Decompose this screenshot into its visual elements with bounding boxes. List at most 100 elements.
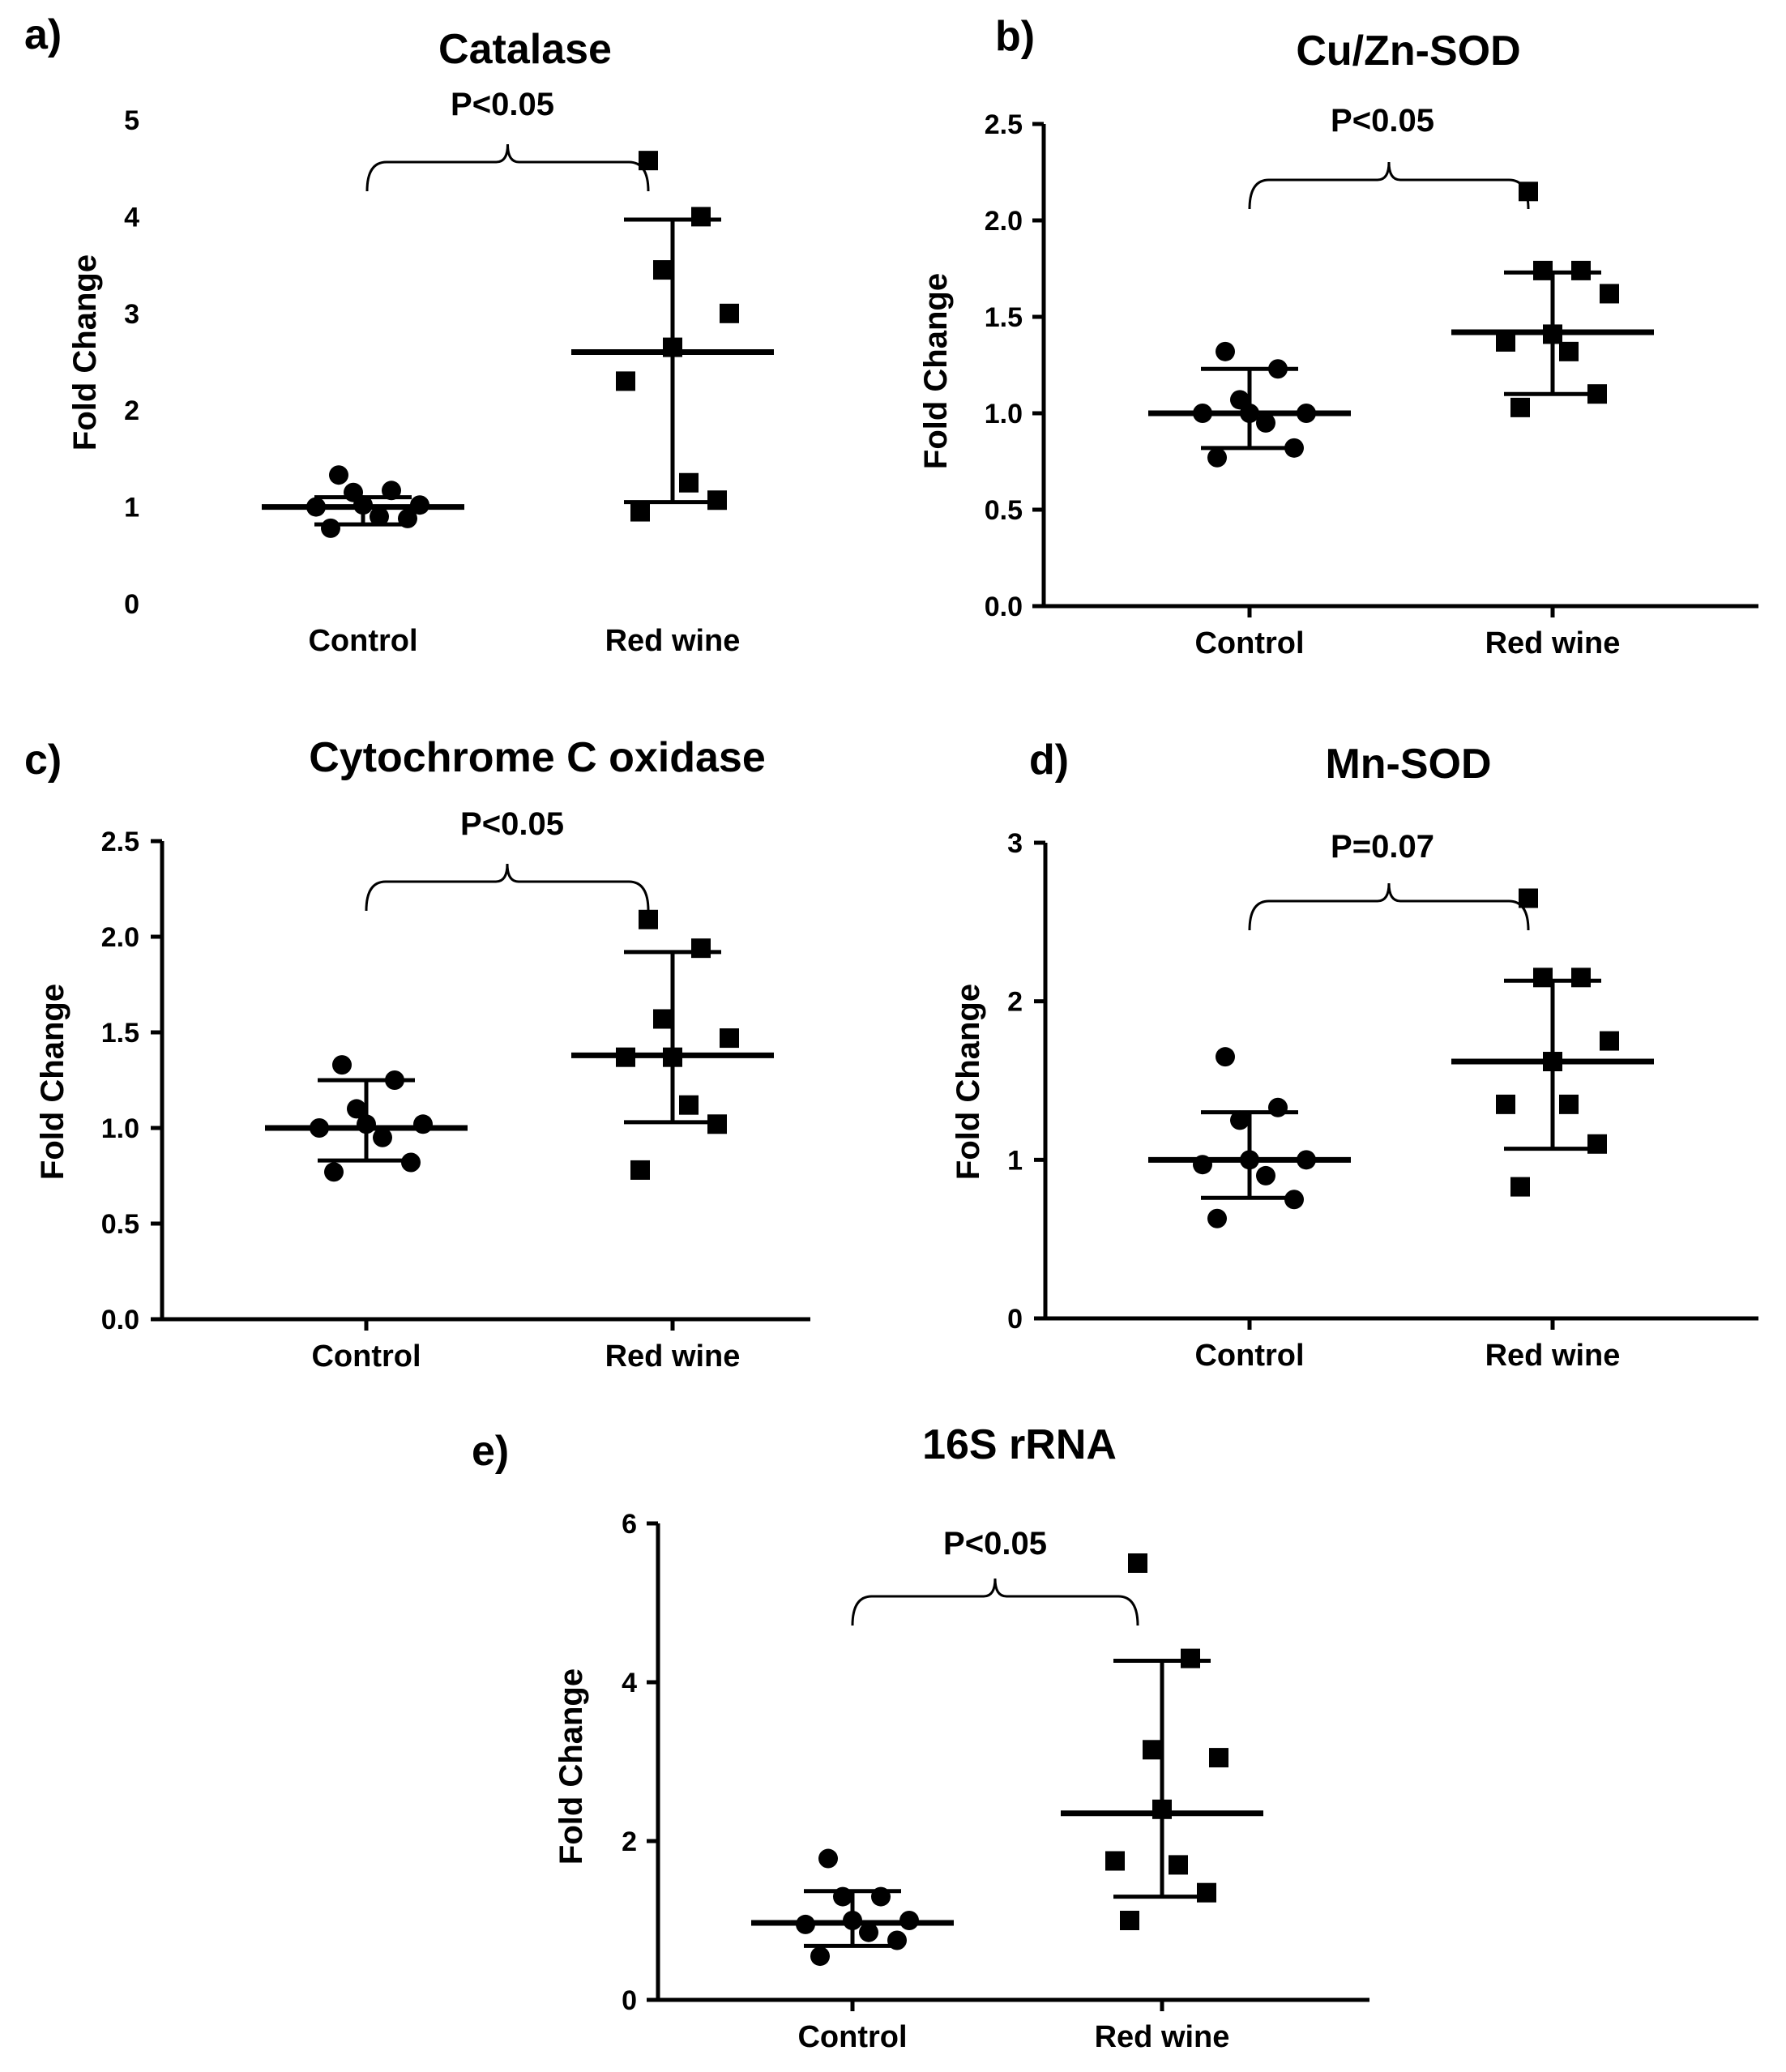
panel-d-label: d) [1029,737,1069,784]
panel-a-p-value: P<0.05 [451,87,554,122]
panel-b-control-point [1207,447,1227,468]
panel-d-red-wine-point [1600,1031,1619,1051]
panel-a-y-tick-label: 5 [124,105,139,136]
panel-e-y-tick-label: 6 [622,1509,637,1540]
panel-e-p-value: P<0.05 [943,1526,1047,1561]
panel-a-y-tick-label: 3 [124,299,139,330]
panel-c-x-tick-label: Red wine [605,1339,741,1374]
panel-e-red-wine-point [1105,1851,1125,1871]
panel-c-red-wine-point [653,1009,673,1029]
panel-a-y-tick-label: 0 [124,589,139,620]
panel-d-control-point [1240,1150,1259,1170]
panel-c-p-value: P<0.05 [460,806,564,842]
panel-c-control-point [332,1055,352,1075]
panel-a-red-wine-point [639,151,658,171]
panel-e-control-point [871,1886,891,1907]
panel-b-red-wine-point [1533,260,1553,280]
panel-d-y-tick-label: 3 [1007,828,1023,859]
panel-b-y-tick-label: 0.5 [985,495,1023,526]
panel-d-control-point [1230,1110,1250,1130]
panel-e-x-tick-label: Red wine [1095,2020,1230,2054]
panel-b-red-wine-point [1519,182,1538,202]
panel-c-red-wine-point [707,1114,727,1134]
panel-b-control-point [1268,359,1288,379]
panel-c-label: c) [24,737,62,784]
panel-d-control-point [1297,1150,1316,1170]
panel-a-control-point [321,518,340,538]
panel-b-control-point [1240,404,1259,423]
panel-b-control-point [1216,341,1235,361]
panel-c-red-wine-point [630,1160,650,1180]
panel-e-red-wine-point [1209,1748,1228,1768]
panel-e-control-point [796,1914,815,1934]
panel-c-title: Cytochrome C oxidase [309,734,766,781]
panel-e-y-axis-label: Fold Change [553,1668,589,1865]
panel-d-red-wine-point [1496,1094,1515,1114]
panel-d-x-tick-label: Red wine [1485,1339,1621,1373]
panel-b-y-tick-label: 2.0 [985,206,1023,237]
panel-b-red-wine-point [1571,260,1591,280]
panel-e-control-point [833,1886,852,1907]
panel-d-red-wine-point [1543,1052,1562,1072]
panel-b-plot: 0.0 0.5 1.0 1.5 2.0 2.5 Control Red wine [985,109,1758,660]
panel-d-x-tick-label: Control [1194,1339,1304,1373]
panel-c-y-tick-label: 1.5 [101,1018,139,1049]
panel-e-control-point [843,1911,862,1930]
panel-b-y-tick-label: 1.5 [985,302,1023,333]
panel-e-red-wine-point [1152,1799,1172,1819]
panel-a-red-wine-point [663,337,682,357]
panel-c-control-point [324,1162,344,1182]
panel-b-y-tick-label: 2.5 [985,109,1023,140]
panel-b-red-wine-point [1600,284,1619,304]
panel-e-significance-bracket [851,1578,1139,1626]
panel-b-label: b) [995,13,1035,60]
panel-e-control-point [859,1922,878,1942]
panel-b-red-wine-point [1559,341,1579,361]
panel-b-p-value: P<0.05 [1331,103,1434,139]
panel-e-label: e) [472,1428,509,1475]
panel-b-y-tick-label: 0.0 [985,592,1023,622]
panel-d-title: Mn-SOD [1325,741,1491,788]
panel-d-plot: 0 1 2 3 Control Red wine [1007,828,1758,1373]
panel-d-control-point [1216,1047,1235,1067]
panel-e-red-wine-point [1181,1648,1200,1668]
panel-b-red-wine-point [1543,324,1562,344]
panel-a-control-point [382,481,401,501]
panel-c-red-wine-point [691,938,711,959]
panel-d-y-tick-label: 1 [1007,1145,1023,1176]
panel-c-control-point [347,1099,366,1119]
panel-c-significance-bracket [365,863,650,912]
panel-e: e) 16S rRNA Fold Change P<0.05 0 2 4 6 Contr… [472,1421,1369,2054]
panel-e-red-wine-point [1128,1553,1147,1573]
panel-b-control-point [1193,404,1212,423]
panel-e-y-tick-label: 2 [622,1826,637,1857]
panel-e-control-point [899,1911,919,1930]
panel-b-red-wine-point [1510,397,1530,417]
panel-e-x-tick-label: Control [797,2020,907,2054]
panel-b-x-tick-label: Control [1194,626,1304,660]
panel-c-red-wine-point [679,1095,699,1115]
panel-b-y-axis-label: Fold Change [918,273,954,469]
panel-b-x-tick-label: Red wine [1485,626,1621,660]
panel-c: c) Cytochrome C oxidase Fold Change P<0.… [24,734,810,1374]
panel-c-red-wine-point [616,1047,635,1067]
panel-e-control-point [818,1848,838,1869]
panel-a-plot: 0 1 2 3 4 5 Control Red wine [124,105,774,658]
panel-d-control-point [1256,1165,1275,1186]
panel-b-y-tick-label: 1.0 [985,399,1023,429]
panel-c-control-point [310,1118,329,1138]
panel-c-red-wine-point [720,1028,739,1049]
panel-b-red-wine-point [1587,384,1607,404]
panel-b-control-point [1256,412,1275,433]
panel-a-control-point [344,482,363,502]
panel-a-control-point [410,495,429,515]
panel-c-control-point [413,1114,433,1134]
panel-d-control-point [1268,1097,1288,1117]
panel-a-red-wine-point [630,502,650,522]
panel-a-control-point [329,465,348,485]
panel-a-red-wine-point [616,371,635,391]
panel-b-significance-bracket [1248,161,1530,210]
panel-c-y-tick-label: 0.0 [101,1305,139,1335]
panel-e-red-wine-point [1197,1882,1216,1903]
